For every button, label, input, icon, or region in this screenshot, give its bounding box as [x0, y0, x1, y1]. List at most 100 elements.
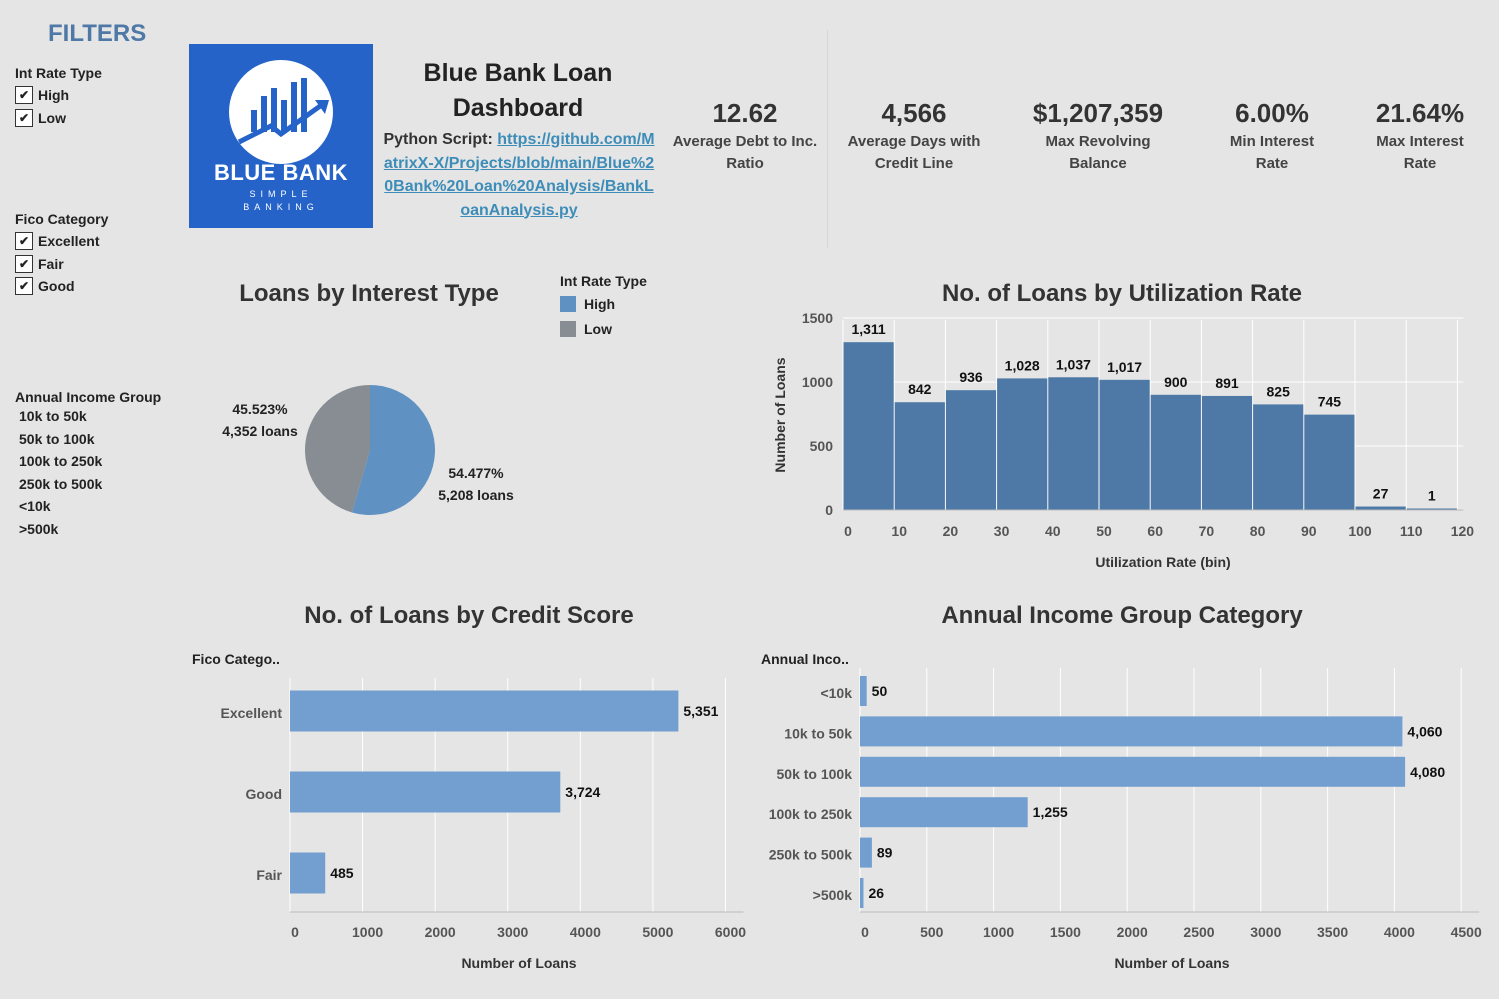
filter-option-fair[interactable]: ✔ Fair [15, 253, 108, 276]
bar-value-label: 89 [877, 845, 893, 861]
hbar[interactable] [290, 690, 679, 732]
bar-value-label: 4,060 [1407, 723, 1442, 739]
histogram-bar[interactable] [945, 390, 997, 510]
bar-value-label: 842 [908, 381, 932, 397]
dashboard-title-line: Dashboard [452, 94, 584, 122]
filter-option-good[interactable]: ✔ Good [15, 275, 108, 298]
filter-option-high[interactable]: ✔ High [15, 84, 102, 107]
category-label: 250k to 500k [769, 847, 852, 863]
hbar[interactable] [860, 716, 1403, 747]
credit-score-chart-title: No. of Loans by Credit Score [304, 602, 634, 629]
kpi-value: 4,566 [881, 98, 947, 128]
income-group-chart-title: Annual Income Group Category [941, 602, 1303, 629]
hbar[interactable] [860, 797, 1028, 828]
filter-label: Annual Income Group [15, 389, 162, 405]
checkbox-icon[interactable]: ✔ [15, 108, 33, 127]
checkbox-icon[interactable]: ✔ [15, 254, 33, 273]
pie-slice-low[interactable] [305, 385, 370, 513]
x-tick-label: 0 [291, 924, 299, 940]
legend-swatch [560, 295, 576, 312]
checkbox-icon[interactable]: ✔ [15, 277, 33, 296]
bar-value-label: 1,017 [1107, 359, 1142, 375]
credit-score-bar-chart: Fico Catego.. 5,351 Excellent 3,724 Good 485 F… [192, 651, 746, 971]
x-tick-label: 40 [1045, 523, 1061, 539]
legend-item-high[interactable]: High [560, 291, 647, 316]
bar-value-label: 5,351 [683, 703, 718, 719]
legend-title: Int Rate Type [560, 273, 647, 289]
legend-swatch [560, 320, 576, 337]
hbar[interactable] [290, 852, 326, 894]
filter-option-over-500k[interactable]: >500k [19, 520, 59, 537]
bar-value-label: 1 [1428, 488, 1436, 504]
filter-option-100k-250k[interactable]: 100k to 250k [19, 453, 103, 469]
hbar[interactable] [290, 771, 561, 813]
histogram-bar[interactable] [843, 342, 894, 510]
histogram-bar[interactable] [1304, 414, 1355, 510]
python-script-info: Python Script: https://github.com/Matrix… [383, 128, 655, 222]
x-tick-label: 2000 [1117, 924, 1148, 940]
pie-chart: 54.477% 5,208 loans 45.523% 4,352 loans [222, 385, 514, 515]
dashboard-title-line: Blue Bank Loan [423, 59, 613, 87]
histogram-bar[interactable] [1355, 506, 1406, 510]
kpi-debt-to-income: 12.62 Average Debt to Inc. Ratio [668, 98, 822, 175]
category-label: Good [245, 786, 282, 802]
bar-value-label: 1,311 [851, 321, 885, 337]
category-label: 50k to 100k [777, 766, 853, 782]
bar-value-label: 27 [1373, 486, 1389, 502]
histogram-bar[interactable] [894, 402, 945, 510]
kpi-label: Max Interest Rate [1376, 133, 1464, 172]
filters-title: FILTERS [48, 20, 147, 47]
x-axis-title: Utilization Rate (bin) [1095, 554, 1230, 570]
filter-option-50k-100k[interactable]: 50k to 100k [19, 430, 95, 447]
x-tick-label: 4000 [570, 924, 601, 940]
x-tick-label: 50 [1096, 523, 1112, 539]
bar-chart-arrow-icon [229, 60, 333, 164]
x-tick-label: 4500 [1451, 924, 1482, 940]
histogram-bar[interactable] [1150, 394, 1201, 510]
histogram-bar[interactable] [1048, 377, 1099, 510]
x-tick-label: 5000 [642, 924, 673, 940]
x-tick-label: 60 [1147, 523, 1163, 539]
hbar[interactable] [860, 676, 867, 706]
filter-option-label: Excellent [38, 233, 100, 250]
pie-slice-high[interactable] [351, 385, 435, 515]
x-axis-title: Number of Loans [461, 955, 576, 971]
x-tick-label: 80 [1250, 523, 1266, 539]
x-tick-label: 120 [1451, 523, 1475, 539]
kpi-max-interest-rate: 21.64% Max Interest Rate [1360, 98, 1480, 175]
script-label: Python Script: [383, 131, 493, 148]
histogram-bar[interactable] [1201, 395, 1253, 510]
y-tick-label: 1000 [802, 374, 833, 390]
filter-option-label: Low [38, 109, 66, 126]
script-link[interactable]: https://github.com/MatrixX-X/Projects/bl… [383, 131, 655, 219]
hbar[interactable] [860, 837, 872, 868]
legend-label: Low [584, 320, 612, 337]
x-tick-label: 1000 [352, 924, 383, 940]
legend-item-low[interactable]: Low [560, 316, 647, 341]
checkbox-icon[interactable]: ✔ [15, 86, 33, 105]
category-label: >500k [813, 887, 853, 903]
histogram-bar[interactable] [1406, 508, 1457, 511]
filter-int-rate-type: Int Rate Type ✔ High ✔ Low [15, 65, 102, 129]
filter-option-250k-500k[interactable]: 250k to 500k [19, 475, 103, 492]
pie-chart-title: Loans by Interest Type [239, 280, 499, 307]
hbar[interactable] [860, 756, 1406, 787]
filter-label: Fico Category [15, 211, 109, 227]
bar-value-label: 936 [959, 369, 983, 385]
filter-option-excellent[interactable]: ✔ Excellent [15, 230, 108, 253]
kpi-label: Max Revolving Balance [1045, 133, 1151, 172]
pie-label-percent: 54.477% [448, 465, 504, 481]
histogram-bar[interactable] [1099, 379, 1150, 510]
pie-legend: Int Rate Type High Low [560, 273, 647, 341]
filter-option-low[interactable]: ✔ Low [15, 107, 102, 130]
hbar[interactable] [860, 878, 864, 908]
histogram-bar[interactable] [997, 378, 1048, 510]
bar-value-label: 1,255 [1033, 804, 1068, 820]
x-tick-label: 3000 [497, 924, 528, 940]
filter-option-10k-50k[interactable]: 10k to 50k [19, 408, 87, 424]
x-tick-label: 30 [994, 523, 1010, 539]
checkbox-icon[interactable]: ✔ [15, 232, 33, 251]
filter-option-under-10k[interactable]: <10k [19, 498, 51, 514]
histogram-bar[interactable] [1253, 404, 1304, 510]
x-axis-title: Number of Loans [1114, 955, 1229, 971]
